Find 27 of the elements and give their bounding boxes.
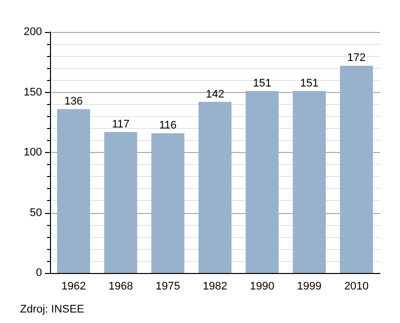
y-tick-label: 200 (24, 26, 42, 38)
y-tick-label: 0 (36, 267, 42, 279)
data-label: 172 (347, 52, 366, 64)
y-tick-label: 50 (30, 206, 42, 219)
x-tick-label: 1999 (297, 280, 322, 292)
x-tick-label: 2010 (344, 280, 369, 292)
data-label: 116 (159, 120, 177, 132)
x-tick-label: 1968 (108, 280, 133, 292)
bar (340, 66, 373, 273)
bar (292, 91, 326, 273)
x-tick-label: 1962 (61, 280, 86, 292)
y-tick-label: 150 (24, 86, 42, 98)
x-tick-label: 1990 (250, 280, 274, 292)
bar (57, 109, 90, 273)
x-tick-label: 1975 (156, 280, 180, 292)
data-label: 151 (252, 78, 272, 90)
data-label: 136 (64, 96, 83, 108)
data-label: 142 (206, 88, 224, 100)
bar (246, 91, 279, 273)
data-label: 151 (300, 78, 318, 90)
y-tick-label: 100 (24, 146, 42, 158)
x-tick-label: 1982 (202, 280, 228, 292)
bar (198, 102, 232, 273)
text: Zdroj: INSEE (20, 304, 84, 316)
data-label: 117 (112, 118, 130, 131)
bar (104, 132, 138, 273)
bar (151, 133, 184, 273)
